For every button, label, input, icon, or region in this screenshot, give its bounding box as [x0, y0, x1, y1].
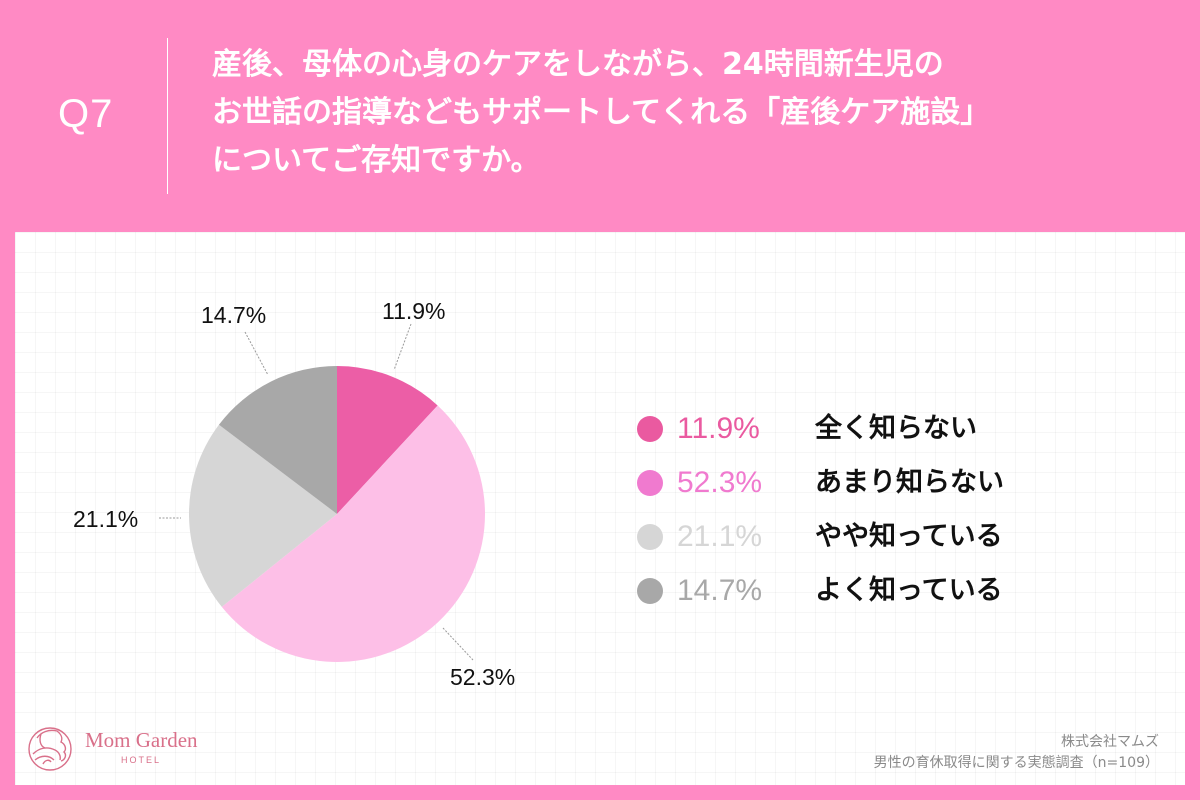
pie-label-somewhat: 21.1% — [73, 506, 139, 532]
logo-name: Mom Garden — [85, 728, 198, 752]
pie-label-not-much: 52.3% — [450, 664, 516, 690]
pie-slice-not-much — [221, 405, 486, 663]
question-header: Q7 産後、母体の心身のケアをしながら、24時間新生児の お世話の指導などもサポ… — [0, 0, 1200, 232]
legend-item-not-much: 52.3% あまり知らない — [637, 465, 1057, 519]
question-text: 産後、母体の心身のケアをしながら、24時間新生児の お世話の指導などもサポートし… — [212, 41, 1172, 185]
mother-baby-logo-icon — [28, 727, 72, 771]
mom-garden-logo: Mom Garden HOTEL — [27, 724, 227, 774]
source-note: 株式会社マムズ 男性の育休取得に関する実態調査（n=109） — [874, 732, 1159, 774]
pie-slice-well — [218, 366, 337, 514]
question-number: Q7 — [58, 92, 114, 136]
legend-dot-icon — [637, 578, 663, 604]
chart-legend: 11.9% 全く知らない 52.3% あまり知らない 21.1% やや知っている… — [637, 411, 1057, 627]
pie-label-well: 14.7% — [201, 302, 267, 328]
legend-dot-icon — [637, 470, 663, 496]
legend-dot-icon — [637, 524, 663, 550]
legend-label: やや知っている — [815, 521, 1003, 552]
legend-label: 全く知らない — [815, 413, 977, 444]
pie-slice-somewhat — [189, 424, 337, 607]
chart-card: 11.9% 52.3% 21.1% 14.7% 11.9% 全く知らない 52.… — [15, 232, 1185, 785]
source-company: 株式会社マムズ — [1061, 734, 1159, 750]
pie-slice-not-at-all — [337, 366, 438, 514]
pie-chart — [159, 323, 486, 663]
question-line-1: 産後、母体の心身のケアをしながら、24時間新生児の — [212, 47, 944, 82]
legend-item-well: 14.7% よく知っている — [637, 573, 1057, 627]
legend-label: よく知っている — [815, 575, 1003, 606]
legend-item-not-at-all: 11.9% 全く知らない — [637, 411, 1057, 465]
legend-percent: 11.9% — [677, 412, 760, 445]
legend-item-somewhat: 21.1% やや知っている — [637, 519, 1057, 573]
leader-line-11-9 — [393, 323, 412, 371]
pie-slices — [189, 366, 486, 663]
leader-lines — [159, 323, 474, 661]
legend-percent: 14.7% — [677, 574, 763, 607]
legend-percent: 21.1% — [677, 520, 763, 553]
legend-percent: 52.3% — [677, 466, 763, 499]
source-survey: 男性の育休取得に関する実態調査（n=109） — [873, 755, 1159, 771]
pie-label-not-at-all: 11.9% — [382, 298, 446, 324]
leader-line-14-7 — [244, 331, 269, 376]
header-divider — [167, 38, 168, 194]
legend-dot-icon — [637, 416, 663, 442]
question-line-3: についてご存知ですか。 — [212, 143, 541, 178]
logo-subtitle: HOTEL — [121, 755, 162, 765]
question-line-2: お世話の指導などもサポートしてくれる「産後ケア施設」 — [212, 95, 991, 130]
leader-line-52-3 — [442, 627, 474, 661]
legend-label: あまり知らない — [815, 467, 1004, 498]
